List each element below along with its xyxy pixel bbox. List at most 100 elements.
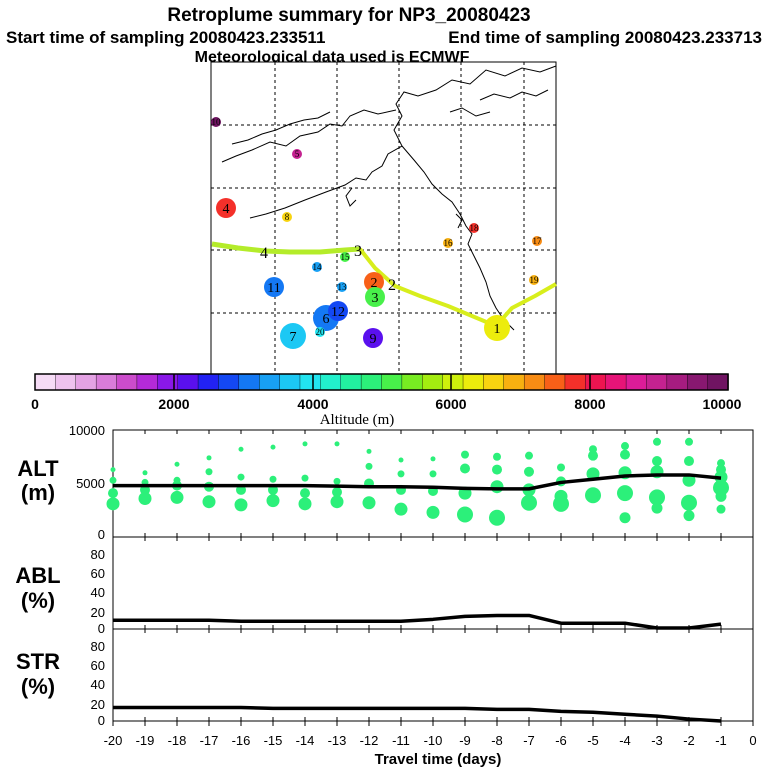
colorbar-label: Altitude (m) — [320, 412, 395, 428]
plume-marker-dot — [365, 287, 385, 307]
colorbar-cell — [625, 373, 648, 391]
alt-dot — [174, 461, 180, 467]
plume-marker-dot — [364, 272, 384, 292]
alt-dot — [426, 505, 440, 519]
plume-marker-label: 17 — [533, 236, 543, 246]
colorbar-cell — [585, 373, 607, 391]
colorbar-cell — [462, 373, 485, 391]
alt-dot — [586, 467, 600, 481]
x-tick-label: -1 — [715, 733, 727, 748]
alt-dot — [617, 485, 633, 502]
alt-dot — [334, 441, 340, 447]
colorbar-cell — [259, 373, 281, 391]
colorbar-major-ticks — [173, 374, 591, 390]
plume-marker-label: 20 — [316, 327, 326, 337]
alt-dot — [489, 509, 505, 526]
colorbar-cell — [544, 373, 566, 391]
plume-marker: 10 — [211, 117, 221, 127]
alt-dot — [649, 489, 665, 506]
plume-marker-label: 2 — [371, 276, 378, 291]
path-label: 2 — [388, 277, 396, 294]
plume-marker: 12 — [328, 301, 348, 321]
colorbar-tick: 6000 — [435, 396, 466, 412]
alt-dot — [142, 470, 148, 476]
colorbar-cell — [564, 373, 587, 391]
alt-dot — [106, 497, 120, 511]
alt-dot — [110, 467, 116, 473]
plume-marker-label: 19 — [530, 275, 540, 285]
str-ytick: 40 — [91, 677, 105, 692]
alt-dot — [681, 494, 697, 511]
x-axis-ticks: -20 -19 -18 -17 -16 -15 -14 -13 -12 -11 -10 -9 -8 -7-… — [104, 721, 757, 748]
alt-dot — [269, 475, 277, 483]
colorbar-tick: 2000 — [158, 396, 189, 412]
colorbar-cell — [381, 373, 403, 391]
plume-path-east — [358, 247, 557, 328]
plume-marker: 5 — [292, 149, 302, 159]
series-line — [113, 705, 722, 723]
start-time-label: Start time of sampling 20080423.233511 — [6, 28, 325, 47]
alt-dot — [205, 468, 213, 476]
str-ytick: 60 — [91, 658, 105, 673]
x-tick-label: -14 — [296, 733, 315, 748]
x-tick-label: -9 — [459, 733, 471, 748]
x-tick-label: -16 — [232, 733, 251, 748]
alt-dot — [301, 474, 309, 482]
alt-dot — [521, 494, 537, 511]
colorbar-cell — [360, 373, 383, 391]
str-axis-label: STR — [16, 649, 60, 674]
plume-marker-dot — [363, 328, 383, 348]
alt-dot — [236, 484, 246, 495]
colorbar-cell — [116, 373, 138, 391]
plume-marker-label: 11 — [267, 281, 280, 296]
str-ytick: 0 — [98, 713, 105, 728]
alt-dot — [653, 437, 661, 446]
plume-marker-label: 10 — [212, 117, 222, 127]
x-tick-label: -7 — [523, 733, 535, 748]
abl-ytick: 80 — [91, 547, 105, 562]
alt-axis-label: ALT — [17, 456, 59, 481]
plume-marker-dot — [443, 238, 453, 248]
colorbar-tick: 8000 — [574, 396, 605, 412]
colorbar-cell — [401, 373, 423, 391]
alt-dot — [302, 441, 308, 447]
coastlines — [221, 65, 557, 331]
plume-marker: 17 — [532, 236, 542, 246]
alt-dot — [461, 450, 469, 459]
plume-path-west — [211, 241, 361, 255]
x-tick-label: -19 — [136, 733, 155, 748]
alt-axis-unit: (m) — [21, 480, 55, 505]
series-lines — [113, 473, 722, 723]
colorbar-frame — [34, 373, 729, 391]
alt-dot — [108, 488, 118, 499]
plume-marker: 8 — [282, 212, 292, 222]
series-line — [113, 613, 722, 630]
plume-marker: 4 — [216, 198, 236, 218]
colorbar-cell — [218, 373, 240, 391]
alt-dot — [713, 479, 729, 496]
colorbar-cell — [646, 373, 668, 391]
plume-marker-dot — [532, 236, 542, 246]
abl-ytick: 20 — [91, 605, 105, 620]
plume-marker: 3 — [365, 287, 385, 307]
x-axis-title: Travel time (days) — [375, 751, 502, 768]
plume-marker-dot — [340, 252, 350, 262]
plume-marker-label: 12 — [331, 305, 345, 320]
path-label: 4 — [260, 245, 268, 262]
alt-dot — [429, 470, 437, 478]
colorbar-tick: 4000 — [297, 396, 328, 412]
alt-dot — [619, 512, 631, 524]
colorbar-cell — [666, 373, 688, 391]
plume-marker: 13 — [337, 282, 347, 292]
alt-dot — [298, 497, 312, 511]
plume-marker-label: 5 — [295, 149, 300, 159]
alt-dot — [234, 498, 248, 512]
str-ytick: 20 — [91, 697, 105, 712]
abl-ytick: 60 — [91, 566, 105, 581]
alt-dot — [621, 442, 629, 451]
alt-dot — [238, 446, 244, 452]
x-tick-label: -11 — [392, 733, 410, 748]
x-tick-label: -6 — [555, 733, 567, 748]
